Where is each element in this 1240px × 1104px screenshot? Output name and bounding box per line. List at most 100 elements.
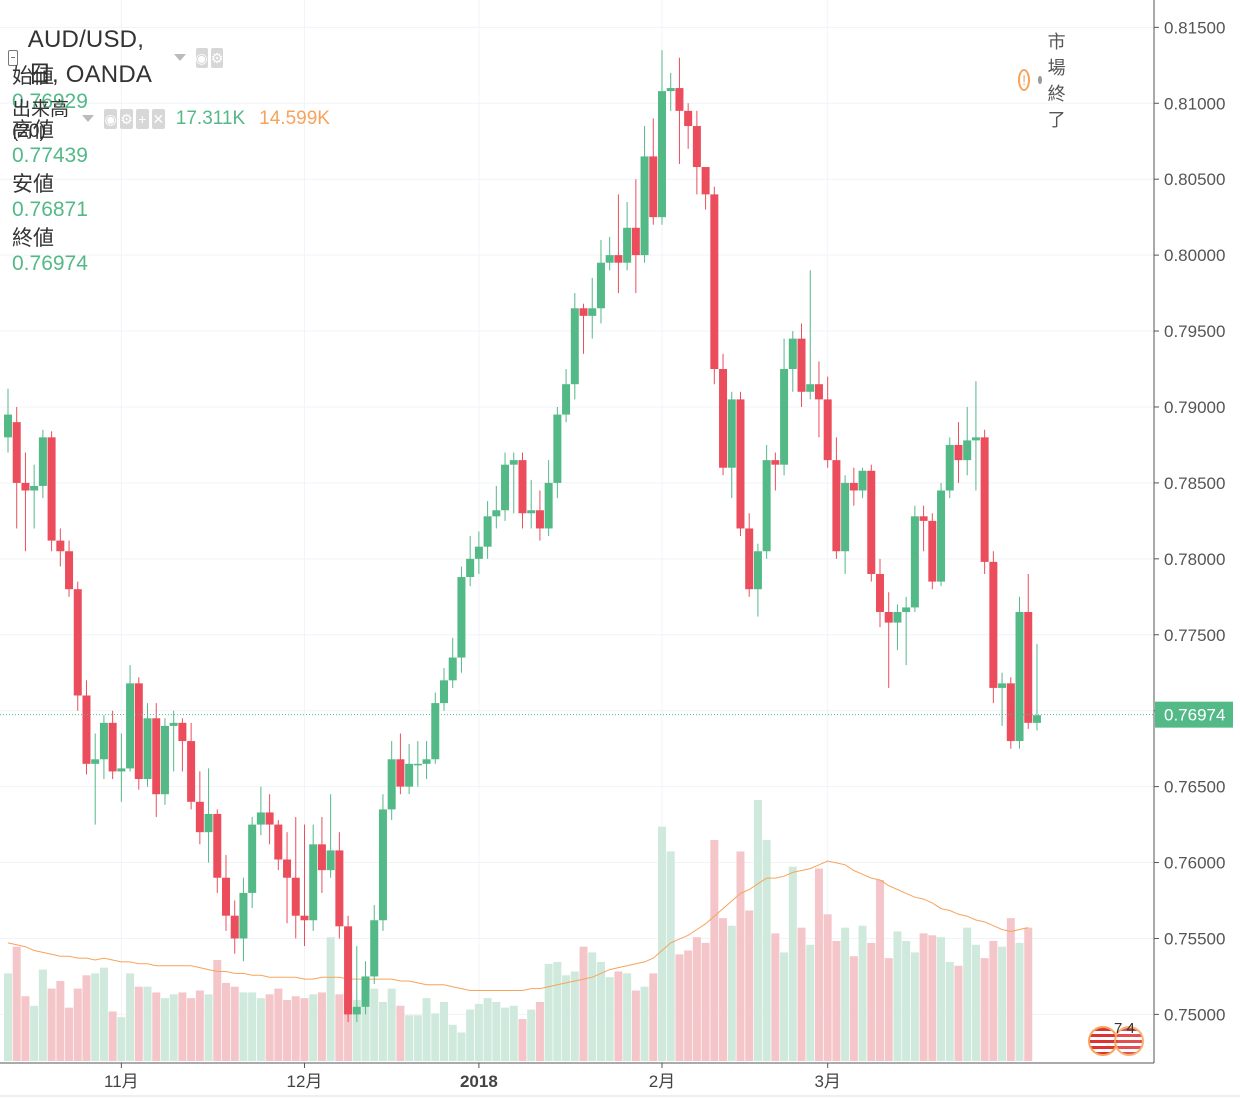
volume-bar [256,998,265,1061]
candle [876,574,884,612]
volume-bar [501,1007,510,1061]
volume-bar [187,998,196,1061]
volume-bar [719,918,728,1061]
volume-bar [753,800,762,1061]
volume-bar [370,988,379,1061]
symbol-row: AUD/USD, 日, OANDA ◉ ⚙ [8,26,226,89]
candle [954,444,963,461]
candle [413,763,422,766]
volume-bar [832,940,841,1061]
candle [963,440,972,461]
close-label: 終値 [12,227,54,250]
volume-bar [396,1005,405,1061]
volume-bar [143,986,152,1061]
volume-bar [239,992,248,1061]
close-icon[interactable]: ✕ [151,108,165,129]
price-axis-label: 0.75500 [1164,929,1225,948]
volume-bar [1024,927,1033,1061]
price-axis-label: 0.80000 [1164,246,1225,265]
volume-bar [518,1019,527,1061]
eye-icon[interactable]: ◉ [195,47,208,68]
candle [4,414,12,438]
volume-bar [195,990,204,1061]
low-label: 安値 [12,173,54,196]
candle [1032,715,1041,723]
candle [38,437,47,486]
candle [248,824,257,893]
volume-bar [30,1005,39,1061]
volume-bar [152,992,161,1061]
volume-label[interactable]: 出来高 (20) [12,99,70,142]
candle [884,611,893,623]
volume-bar [4,973,12,1061]
volume-bar [108,1011,117,1061]
volume-bar [440,1001,448,1061]
collapse-icon[interactable] [8,49,18,66]
volume-dropdown-icon[interactable] [82,115,95,122]
volume-bar [954,965,963,1061]
volume-bar [204,994,213,1061]
volume-bar [474,1003,483,1061]
symbol-dropdown-icon[interactable] [173,54,186,61]
volume-bar [605,977,614,1061]
volume-bar [160,998,169,1061]
candle [405,763,414,787]
volume-bar [309,994,318,1061]
candle [841,482,850,552]
plus-icon[interactable]: + [135,108,149,129]
candle [518,460,527,514]
candle [806,384,815,392]
candle [466,558,475,578]
volume-bar [788,866,797,1061]
candle [12,422,21,483]
candle [239,892,248,939]
volume-bar [99,967,108,1061]
volume-bar [1006,918,1015,1061]
candle [832,460,841,552]
candle [387,759,396,810]
candle [527,510,536,514]
candle [265,812,274,825]
volume-bar [535,1001,544,1061]
price-axis-label: 0.79000 [1164,398,1225,417]
us-flag-icon[interactable] [1114,1026,1144,1056]
candle [727,399,736,468]
volume-bar [553,961,562,1061]
volume-bar [91,973,100,1061]
candle [658,91,666,218]
candle [108,722,117,772]
gear-icon[interactable]: ⚙ [120,108,133,129]
volume-bar [38,969,47,1061]
candle [117,768,126,772]
volume-ma-value: 14.599K [259,107,330,129]
candle [1024,611,1033,723]
price-axis-label: 0.79500 [1164,322,1225,341]
price-axis-label: 0.80500 [1164,170,1225,189]
eye-icon[interactable]: ◉ [104,108,118,129]
volume-bar [814,868,823,1061]
candle [544,482,553,529]
candle [187,741,196,802]
candle [675,88,684,111]
volume-bar [570,971,579,1061]
candle [553,414,562,483]
gear-icon[interactable]: ⚙ [210,47,224,68]
volume-bar [963,927,972,1061]
volume-bar [849,956,858,1061]
candle [919,516,928,521]
volume-bar [945,961,954,1061]
time-axis-label: 12月 [287,1072,323,1091]
candle [457,577,466,658]
candle [631,227,640,256]
volume-bar [710,840,719,1061]
volume-bar [274,988,283,1061]
volume-bar [361,996,370,1061]
candle [509,460,518,465]
candle [431,703,440,760]
economic-events[interactable]: 7 4 [1088,1020,1152,1058]
volume-value: 17.311K [175,107,246,129]
symbol-title[interactable]: AUD/USD, 日, OANDA [27,26,153,88]
warning-icon[interactable]: ! [1018,69,1031,91]
price-axis-label: 0.76500 [1164,778,1225,797]
